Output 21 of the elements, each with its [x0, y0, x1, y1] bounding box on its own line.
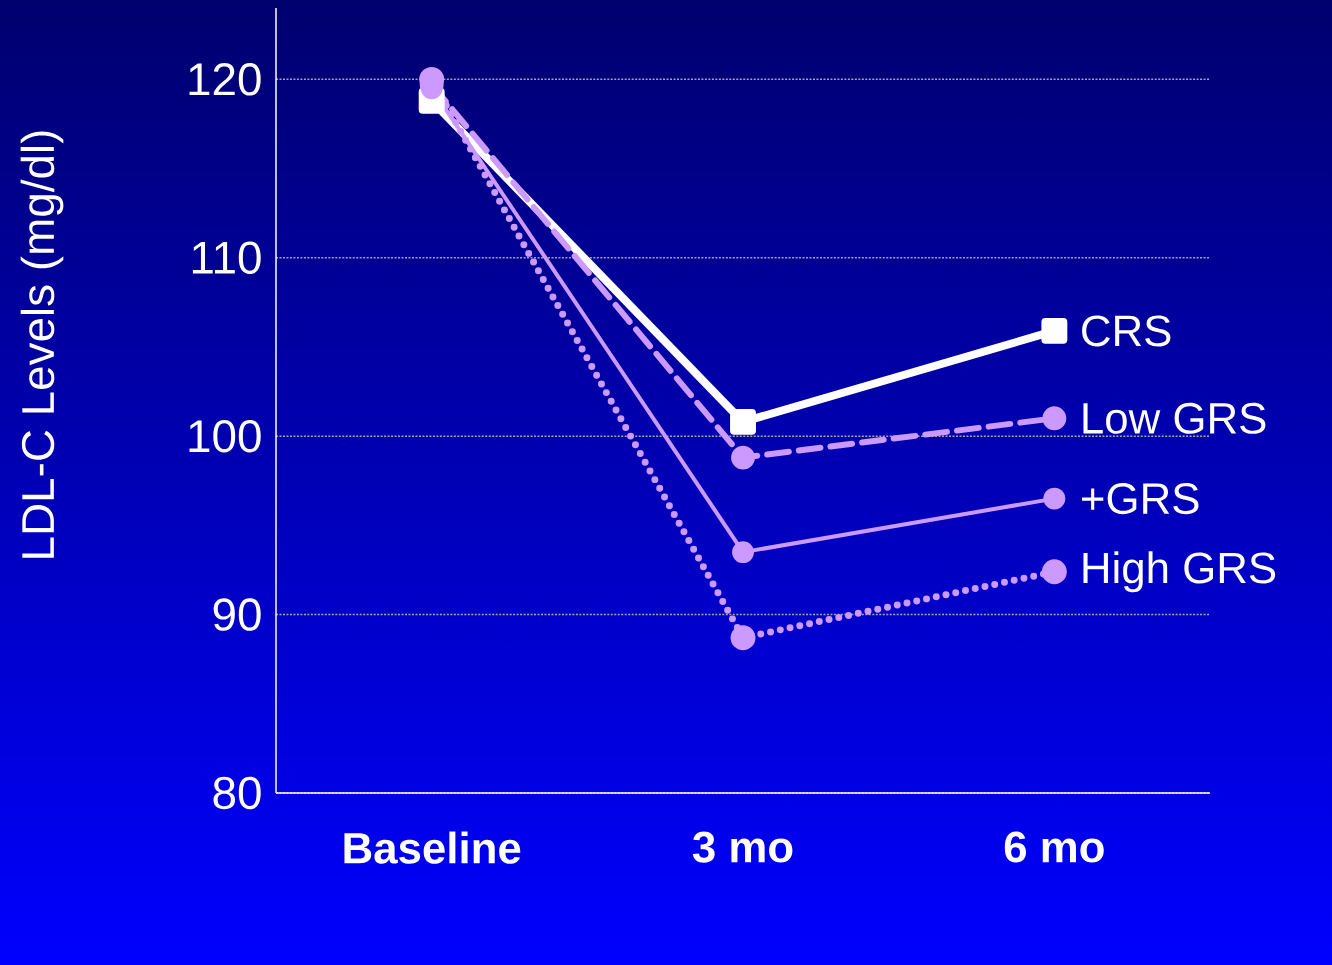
x-tick-label: 3 mo: [692, 831, 793, 863]
point: [1042, 406, 1067, 431]
x-tick-label: 6 mo: [1004, 831, 1104, 863]
point: [1041, 559, 1067, 585]
series-label: High GRS: [1083, 551, 1276, 593]
y-axis-title: LDL-C Levels (mg/dl): [20, 131, 64, 558]
point: [732, 541, 754, 564]
y-tick-label: 90: [213, 598, 261, 631]
point: [730, 625, 756, 651]
y-tick-label: 100: [189, 419, 261, 453]
point: [730, 408, 756, 435]
series-label: Low GRS: [1083, 402, 1266, 434]
point: [1043, 487, 1066, 510]
y-tick-label: 80: [213, 776, 261, 810]
series-label: +GRS: [1082, 483, 1199, 515]
point: [1041, 317, 1068, 344]
y-tick-label: 120: [189, 63, 261, 96]
y-tick-label: 110: [192, 241, 261, 274]
x-tick-label: Baseline: [344, 831, 521, 864]
series-label: CRS: [1082, 315, 1171, 347]
point: [731, 445, 755, 470]
